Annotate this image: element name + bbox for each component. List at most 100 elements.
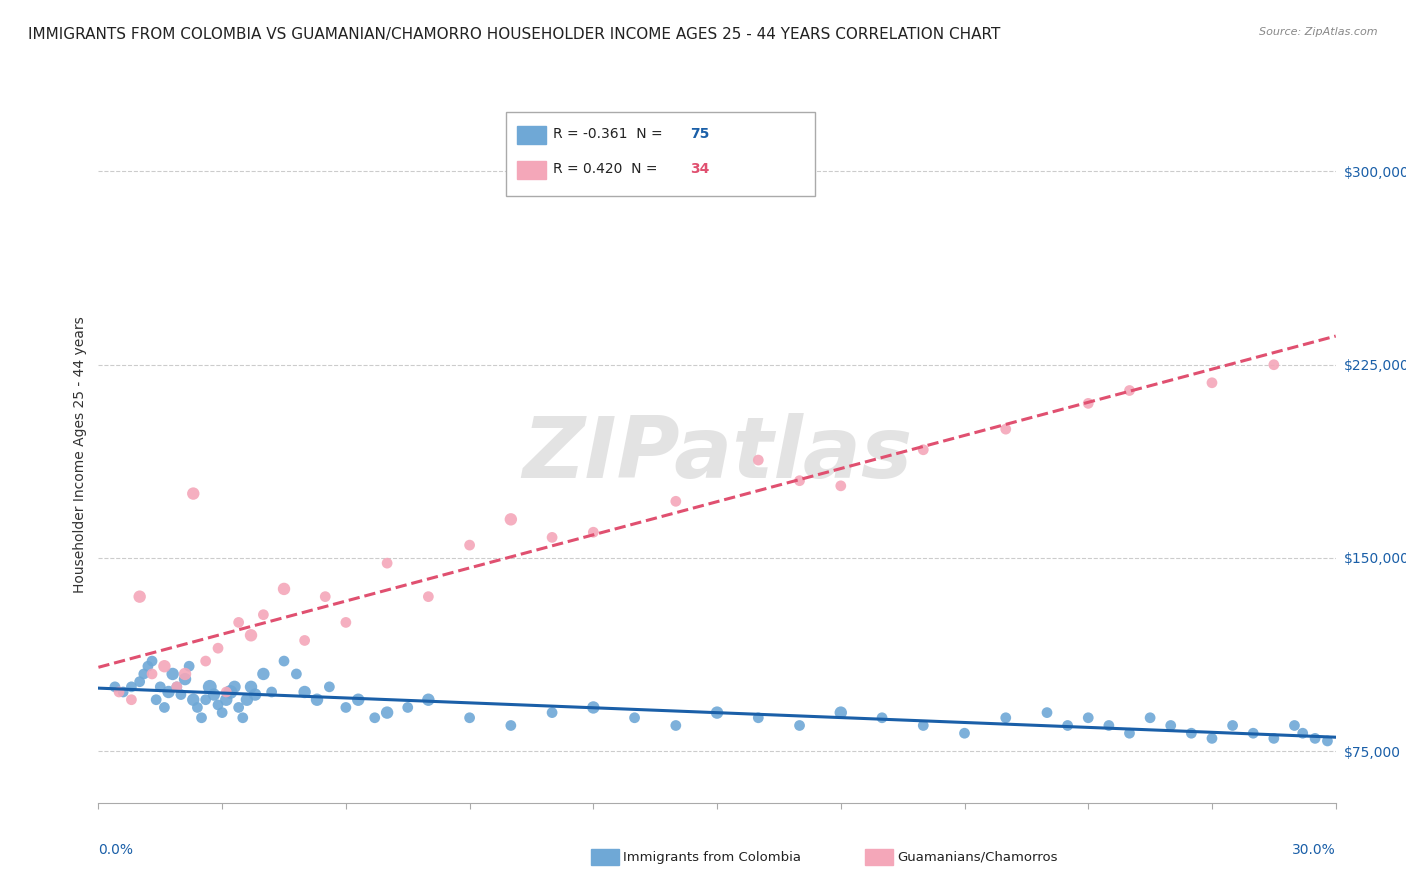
Point — [170, 688, 193, 702]
Point — [1077, 396, 1099, 410]
Point — [219, 685, 242, 699]
Point — [236, 692, 259, 706]
Point — [145, 692, 167, 706]
Point — [181, 486, 204, 500]
Point — [347, 692, 370, 706]
Point — [582, 525, 605, 540]
Point — [141, 654, 163, 668]
Point — [228, 615, 250, 630]
Point — [458, 711, 481, 725]
Point — [166, 680, 188, 694]
Point — [104, 680, 127, 694]
Point — [243, 688, 266, 702]
Point — [994, 422, 1017, 436]
Text: 30.0%: 30.0% — [1292, 843, 1336, 857]
Point — [136, 659, 159, 673]
Point — [198, 680, 221, 694]
Point — [166, 680, 188, 694]
Point — [375, 556, 398, 570]
Point — [224, 680, 246, 694]
Point — [1201, 731, 1223, 746]
Point — [207, 641, 229, 656]
Point — [1098, 718, 1121, 732]
Point — [870, 711, 893, 725]
Point — [789, 474, 811, 488]
Point — [994, 711, 1017, 725]
Point — [747, 453, 769, 467]
Text: Source: ZipAtlas.com: Source: ZipAtlas.com — [1260, 27, 1378, 37]
Text: IMMIGRANTS FROM COLOMBIA VS GUAMANIAN/CHAMORRO HOUSEHOLDER INCOME AGES 25 - 44 Y: IMMIGRANTS FROM COLOMBIA VS GUAMANIAN/CH… — [28, 27, 1001, 42]
Point — [1292, 726, 1315, 740]
Point — [186, 700, 208, 714]
Point — [418, 590, 440, 604]
Text: 34: 34 — [690, 162, 710, 177]
Point — [1222, 718, 1244, 732]
Point — [120, 680, 142, 694]
Point — [582, 700, 605, 714]
Point — [285, 667, 308, 681]
Point — [179, 659, 201, 673]
Point — [706, 706, 728, 720]
Point — [1160, 718, 1182, 732]
Point — [162, 667, 184, 681]
Point — [458, 538, 481, 552]
Point — [364, 711, 387, 725]
Point — [305, 692, 328, 706]
Text: Guamanians/Chamorros: Guamanians/Chamorros — [897, 851, 1057, 863]
Point — [912, 718, 935, 732]
Point — [953, 726, 976, 740]
Point — [294, 633, 316, 648]
Point — [174, 667, 197, 681]
Point — [240, 680, 263, 694]
Point — [108, 685, 131, 699]
Point — [240, 628, 263, 642]
Point — [215, 685, 238, 699]
Point — [194, 692, 217, 706]
Point — [128, 590, 150, 604]
Point — [228, 700, 250, 714]
Point — [541, 530, 564, 544]
Point — [202, 688, 225, 702]
Point — [153, 700, 176, 714]
Point — [174, 672, 197, 686]
Text: R = -0.361  N =: R = -0.361 N = — [553, 127, 666, 141]
Point — [149, 680, 172, 694]
Point — [499, 718, 522, 732]
Point — [1036, 706, 1059, 720]
Point — [153, 659, 176, 673]
Point — [194, 654, 217, 668]
Text: ZIPatlas: ZIPatlas — [522, 413, 912, 497]
Point — [141, 667, 163, 681]
Point — [1316, 734, 1339, 748]
Point — [623, 711, 645, 725]
Point — [112, 685, 135, 699]
Point — [1303, 731, 1326, 746]
Point — [1056, 718, 1078, 732]
Y-axis label: Householder Income Ages 25 - 44 years: Householder Income Ages 25 - 44 years — [73, 317, 87, 593]
Point — [314, 590, 336, 604]
Point — [541, 706, 564, 720]
Point — [1118, 384, 1140, 398]
Text: 75: 75 — [690, 127, 710, 141]
Point — [1263, 731, 1285, 746]
Point — [375, 706, 398, 720]
Point — [335, 700, 357, 714]
Point — [252, 667, 274, 681]
Point — [273, 582, 295, 596]
Point — [396, 700, 419, 714]
Point — [499, 512, 522, 526]
Point — [1241, 726, 1264, 740]
Text: Immigrants from Colombia: Immigrants from Colombia — [623, 851, 801, 863]
Point — [1139, 711, 1161, 725]
Point — [1201, 376, 1223, 390]
Point — [215, 692, 238, 706]
Point — [157, 685, 180, 699]
Point — [273, 654, 295, 668]
Point — [211, 706, 233, 720]
Point — [830, 706, 852, 720]
Point — [418, 692, 440, 706]
Point — [318, 680, 340, 694]
Point — [665, 718, 688, 732]
Text: 0.0%: 0.0% — [98, 843, 134, 857]
Point — [335, 615, 357, 630]
